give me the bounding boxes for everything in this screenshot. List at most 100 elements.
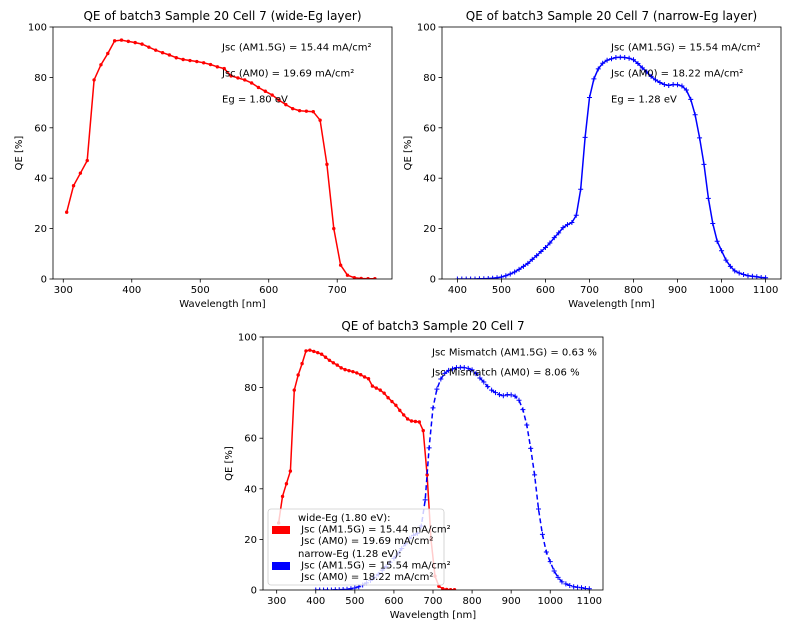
data-point — [485, 384, 491, 390]
data-point — [417, 420, 422, 424]
x-axis-label: Wavelength [nm] — [390, 610, 476, 621]
data-point — [551, 235, 557, 241]
data-point — [434, 386, 440, 392]
data-point — [472, 276, 478, 279]
y-tick-label: 20 — [244, 535, 257, 546]
data-point — [626, 55, 632, 61]
chart-3: 300 400 500 600 700 800 900 1000 1100 0 20 40 60 80 10… — [224, 319, 604, 621]
annotation-text: Jsc (AM0) = 19.69 mA/cm² — [221, 69, 354, 80]
data-point — [352, 276, 357, 279]
series-1 — [276, 348, 457, 590]
data-point — [236, 76, 240, 80]
data-point — [344, 586, 350, 590]
data-point — [409, 419, 414, 423]
chart-2: 400 500 600 700 800 900 1000 1100 0 20 40 60 80 100 QE… — [403, 9, 782, 310]
data-point — [564, 222, 570, 228]
data-point — [359, 372, 363, 377]
data-point — [732, 268, 738, 274]
data-point — [351, 369, 355, 374]
data-point — [582, 134, 588, 140]
data-point — [422, 497, 428, 503]
x-tick-label: 1000 — [538, 596, 563, 607]
data-point — [277, 98, 281, 102]
data-point — [304, 109, 309, 113]
data-point — [450, 366, 456, 372]
x-tick-label: 1000 — [709, 285, 734, 296]
data-point — [560, 225, 566, 231]
series-line — [65, 39, 375, 279]
data-point — [85, 158, 89, 163]
data-point — [362, 375, 367, 379]
data-point — [573, 212, 579, 218]
y-axis-label: QE [%] — [224, 446, 235, 481]
data-point — [454, 276, 460, 279]
data-point — [613, 54, 619, 60]
annotation-text: Jsc Mismatch (AM0) = 8.06 % — [431, 368, 580, 379]
y-tick-label: 80 — [423, 73, 436, 84]
plot-area — [64, 38, 377, 279]
data-point — [421, 428, 425, 433]
data-point — [405, 417, 410, 421]
plot-area — [454, 54, 769, 279]
y-tick-label: 100 — [417, 23, 436, 34]
data-point — [528, 445, 534, 451]
data-point — [575, 584, 581, 590]
data-point — [644, 69, 650, 75]
annotation-text: Eg = 1.80 eV — [222, 95, 288, 106]
x-tick-label: 900 — [502, 596, 521, 607]
data-point — [542, 245, 548, 250]
data-point — [705, 195, 711, 201]
data-point — [489, 387, 495, 393]
chart-title: QE of batch3 Sample 20 Cell 7 (narrow-Eg… — [466, 9, 757, 23]
series-line — [457, 56, 766, 279]
data-point — [481, 379, 487, 385]
data-point — [256, 85, 261, 90]
data-point — [539, 531, 545, 537]
data-point — [653, 77, 659, 83]
x-tick-label: 400 — [122, 285, 141, 296]
data-point — [321, 587, 327, 590]
data-point — [463, 276, 469, 279]
data-point — [300, 361, 304, 366]
data-point — [99, 63, 103, 67]
data-point — [325, 162, 329, 167]
data-point — [763, 275, 769, 279]
series-line — [277, 349, 455, 590]
legend-label: Jsc (AM0) = 18.22 mA/cm² — [298, 572, 433, 583]
data-point — [327, 358, 332, 362]
data-point — [331, 361, 336, 365]
x-tick-label: 500 — [492, 285, 511, 296]
data-point — [547, 240, 553, 246]
data-point — [600, 60, 606, 66]
data-point — [679, 83, 685, 89]
data-point — [758, 274, 764, 279]
data-point — [639, 65, 645, 71]
data-point — [609, 56, 614, 62]
legend-swatch — [272, 562, 290, 570]
data-point — [292, 388, 296, 392]
data-point — [288, 469, 293, 473]
data-point — [714, 238, 720, 244]
data-point — [719, 248, 725, 254]
y-tick-label: 100 — [28, 23, 47, 34]
data-point — [551, 568, 557, 574]
data-point — [555, 574, 561, 580]
data-point — [343, 367, 347, 372]
data-point — [339, 366, 343, 370]
data-point — [92, 78, 96, 82]
y-tick-label: 80 — [244, 383, 257, 394]
y-tick-label: 0 — [41, 275, 47, 286]
data-point — [569, 220, 575, 226]
data-point — [508, 392, 514, 398]
data-point — [133, 40, 137, 45]
data-point — [666, 82, 672, 88]
annotation-text: Jsc (AM1.5G) = 15.54 mA/cm² — [610, 43, 761, 54]
data-point — [534, 253, 540, 259]
data-point — [345, 273, 350, 277]
data-point — [697, 135, 703, 141]
data-point — [373, 277, 377, 279]
x-tick-label: 300 — [54, 285, 73, 296]
data-point — [215, 65, 220, 69]
data-point — [512, 393, 518, 399]
